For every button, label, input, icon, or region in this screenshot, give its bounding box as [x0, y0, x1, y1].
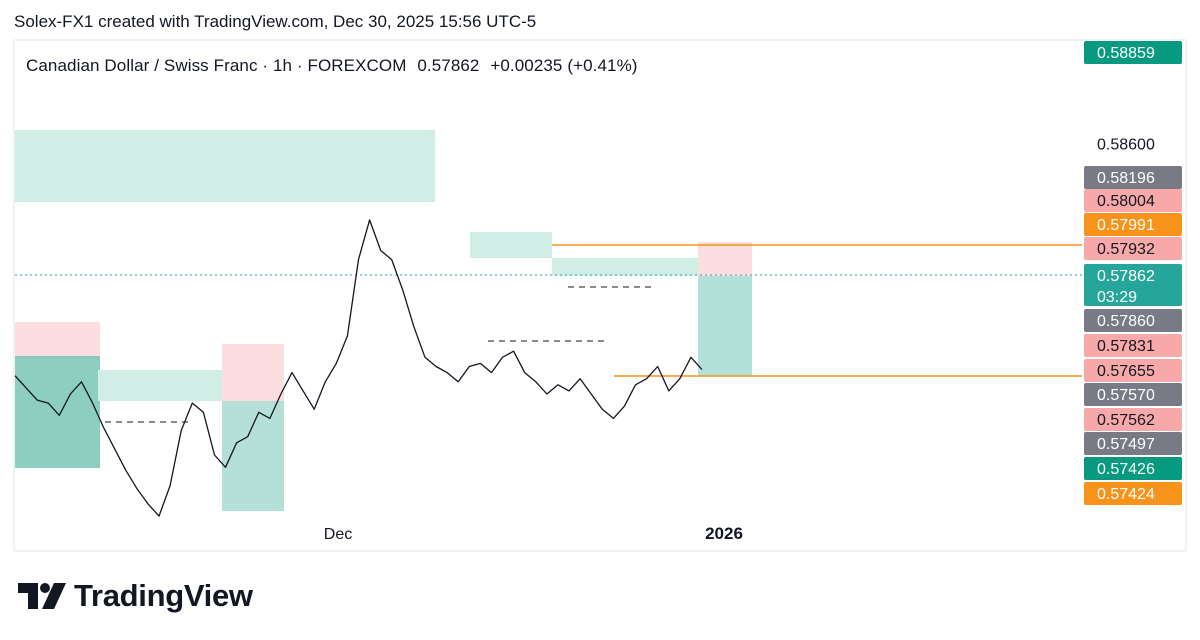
price-badge-label: 0.57831 — [1097, 338, 1155, 355]
brand-name: TradingView — [74, 578, 253, 613]
pink-zone-2 — [222, 344, 284, 401]
chart-header: Solex-FX1 created with TradingView.com, … — [14, 12, 537, 31]
countdown-label: 03:29 — [1097, 289, 1137, 306]
teal-zone-3 — [470, 232, 552, 258]
price-badge — [1084, 408, 1182, 431]
price-badge-label: 0.57562 — [1097, 412, 1155, 429]
tradingview-logo-icon — [18, 583, 66, 609]
pink-zone — [15, 322, 100, 358]
position-stop-zone — [698, 242, 752, 276]
price-axis: 0.586000.584000.588590.581960.580040.579… — [1084, 41, 1182, 505]
price-badge — [1084, 264, 1182, 306]
teal-zone-4 — [552, 258, 702, 276]
teal-zone-2 — [222, 401, 284, 511]
price-badge — [1084, 482, 1182, 505]
x-tick-dec: Dec — [324, 526, 352, 543]
price-badge-label: 0.57932 — [1097, 241, 1155, 258]
price-badge — [1084, 432, 1182, 455]
symbol-name: Canadian Dollar / Swiss Franc · 1h · FOR… — [26, 56, 407, 75]
price-badge-label: 0.57655 — [1097, 363, 1155, 380]
position-target-zone — [698, 276, 752, 376]
price-badge — [1084, 309, 1182, 332]
y-tick-label: 0.58600 — [1097, 137, 1155, 154]
teal-zone-left — [15, 356, 100, 468]
price-badge-label: 0.57426 — [1097, 461, 1155, 478]
price-badge — [1084, 383, 1182, 406]
supply-zone — [15, 130, 435, 202]
price-badge-label: 0.57570 — [1097, 387, 1155, 404]
legend-price: 0.57862 — [417, 56, 480, 75]
chart-frame — [13, 39, 1187, 552]
price-badge-label: 0.57991 — [1097, 217, 1155, 234]
price-badge — [1084, 359, 1182, 382]
symbol-legend: Canadian Dollar / Swiss Franc · 1h · FOR… — [26, 56, 644, 76]
price-badge — [1084, 189, 1182, 212]
price-badge — [1084, 237, 1182, 260]
price-badge-label: 0.58196 — [1097, 170, 1155, 187]
price-badge — [1084, 457, 1182, 480]
teal-zone — [98, 370, 222, 401]
price-badge-label: 0.57860 — [1097, 313, 1155, 330]
price-series-line — [14, 219, 703, 517]
price-badge-label: 0.57497 — [1097, 436, 1155, 453]
price-badge-label: 0.58004 — [1097, 193, 1155, 210]
x-tick-2026: 2026 — [705, 524, 743, 543]
price-badge — [1084, 334, 1182, 357]
tradingview-brand[interactable]: TradingView — [18, 578, 253, 614]
price-badge-label: 0.57862 — [1097, 268, 1155, 285]
price-badge-label: 0.57424 — [1097, 486, 1155, 503]
price-badge — [1084, 41, 1182, 64]
price-badge — [1084, 213, 1182, 236]
price-badge — [1084, 166, 1182, 189]
price-badge-label: 0.58859 — [1097, 45, 1155, 62]
legend-change: +0.00235 (+0.41%) — [490, 56, 638, 75]
